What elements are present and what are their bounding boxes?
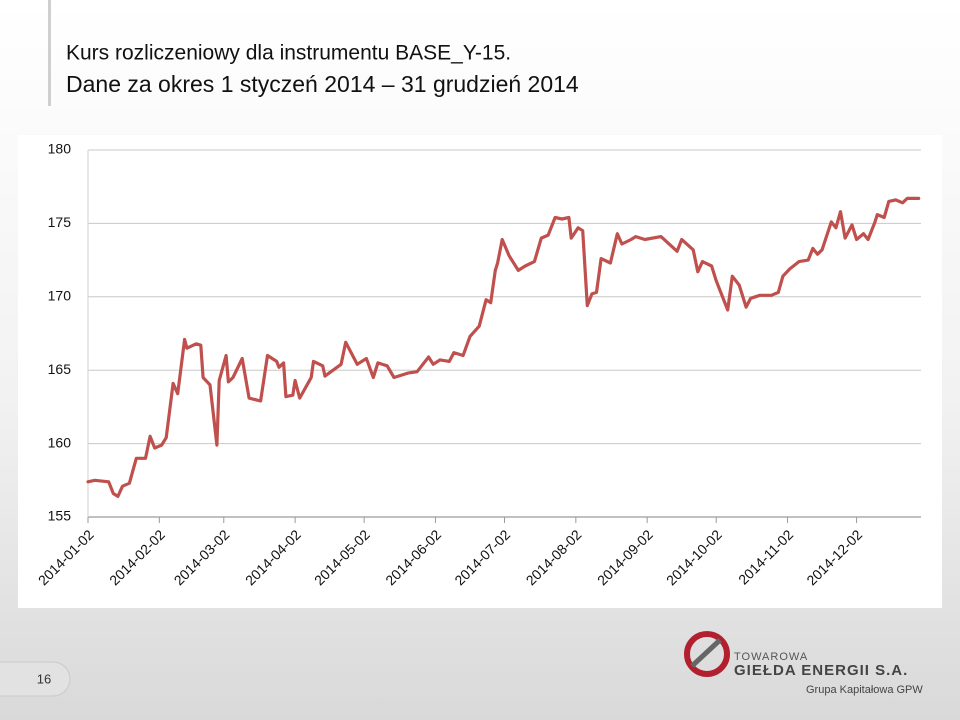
logo-text: TOWAROWA [734, 651, 808, 663]
logo-mark [690, 638, 722, 668]
y-tick-label: 160 [48, 434, 72, 450]
y-tick-label: 175 [48, 214, 72, 230]
logo-text: GIEŁDA ENERGII S.A. [734, 662, 908, 679]
chart-area [18, 135, 942, 608]
y-tick-label: 180 [48, 141, 72, 157]
page-badge [0, 661, 71, 697]
title-bar [48, 0, 51, 106]
y-tick-label: 170 [48, 288, 72, 304]
y-tick-label: 165 [48, 361, 72, 377]
price-line [86, 196, 921, 498]
page-number: 16 [37, 671, 51, 686]
slide-subtitle: Dane za okres 1 styczeń 2014 – 31 grudzi… [66, 71, 579, 97]
slide-title: Kurs rozliczeniowy dla instrumentu BASE_… [66, 42, 511, 65]
y-tick-label: 155 [48, 508, 72, 524]
logo-subtext: Grupa Kapitałowa GPW [806, 684, 923, 696]
logo: TOWAROWA GIEŁDA ENERGII S.A. Grupa Kapit… [684, 631, 923, 696]
logo-mark [684, 631, 730, 677]
